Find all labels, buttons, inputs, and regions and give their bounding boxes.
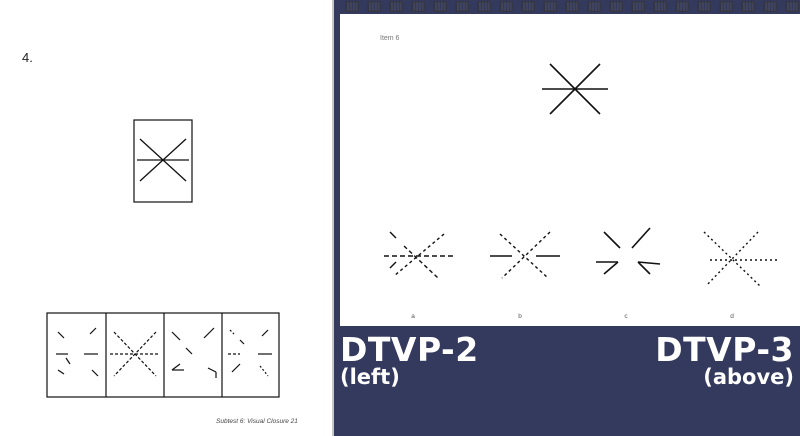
- spiral-coil: [631, 1, 645, 12]
- dtvp2-choice-4: [228, 329, 272, 377]
- spiral-coil: [433, 1, 447, 12]
- dtvp2-answer-choices: [46, 312, 280, 398]
- spiral-coil: [763, 1, 777, 12]
- item-number: 4.: [22, 50, 33, 65]
- dtvp3-choice-a: [384, 231, 456, 279]
- caption-dtvp2-sub: (left): [340, 365, 400, 389]
- spiral-coil: [609, 1, 623, 12]
- spiral-coil: [719, 1, 733, 12]
- spiral-coil: [389, 1, 403, 12]
- spiral-coil: [675, 1, 689, 12]
- spiral-coil: [653, 1, 667, 12]
- spiral-coil: [697, 1, 711, 12]
- spiral-coil: [477, 1, 491, 12]
- dtvp2-choice-2: [110, 331, 160, 377]
- dtvp2-choice-1: [56, 327, 99, 377]
- choice-letter-d: d: [730, 313, 734, 320]
- page-footer: Subtest 6: Visual Closure 21: [216, 418, 298, 425]
- dtvp3-choice-b: [490, 231, 560, 279]
- spiral-coil: [367, 1, 381, 12]
- item-label: Item 6: [380, 35, 400, 42]
- caption-dtvp3-sub: (above): [703, 365, 794, 389]
- spiral-binding: [345, 1, 799, 12]
- spiral-coil: [499, 1, 513, 12]
- choice-letter-b: b: [518, 313, 522, 320]
- dtvp3-choice-c: [596, 227, 661, 275]
- caption-dtvp2-title: DTVP-2: [340, 330, 479, 369]
- spiral-coil: [565, 1, 579, 12]
- dtvp2-page: 4.: [0, 0, 334, 436]
- spiral-coil: [785, 1, 799, 12]
- choice-letter-a: a: [411, 313, 415, 320]
- choice-letter-c: c: [624, 313, 628, 320]
- dtvp3-page: [340, 14, 800, 326]
- page-gutter: [332, 0, 334, 436]
- spiral-coil: [543, 1, 557, 12]
- dtvp2-stimulus-figure: [133, 119, 193, 203]
- dtvp3-stimulus-figure: [542, 63, 608, 115]
- spiral-coil: [411, 1, 425, 12]
- spiral-coil: [345, 1, 359, 12]
- spiral-coil: [455, 1, 469, 12]
- dtvp3-choice-d: [703, 231, 780, 287]
- dtvp2-choice-3: [171, 327, 217, 378]
- caption-dtvp3-title: DTVP-3: [655, 330, 794, 369]
- spiral-coil: [587, 1, 601, 12]
- spiral-coil: [741, 1, 755, 12]
- spiral-coil: [521, 1, 535, 12]
